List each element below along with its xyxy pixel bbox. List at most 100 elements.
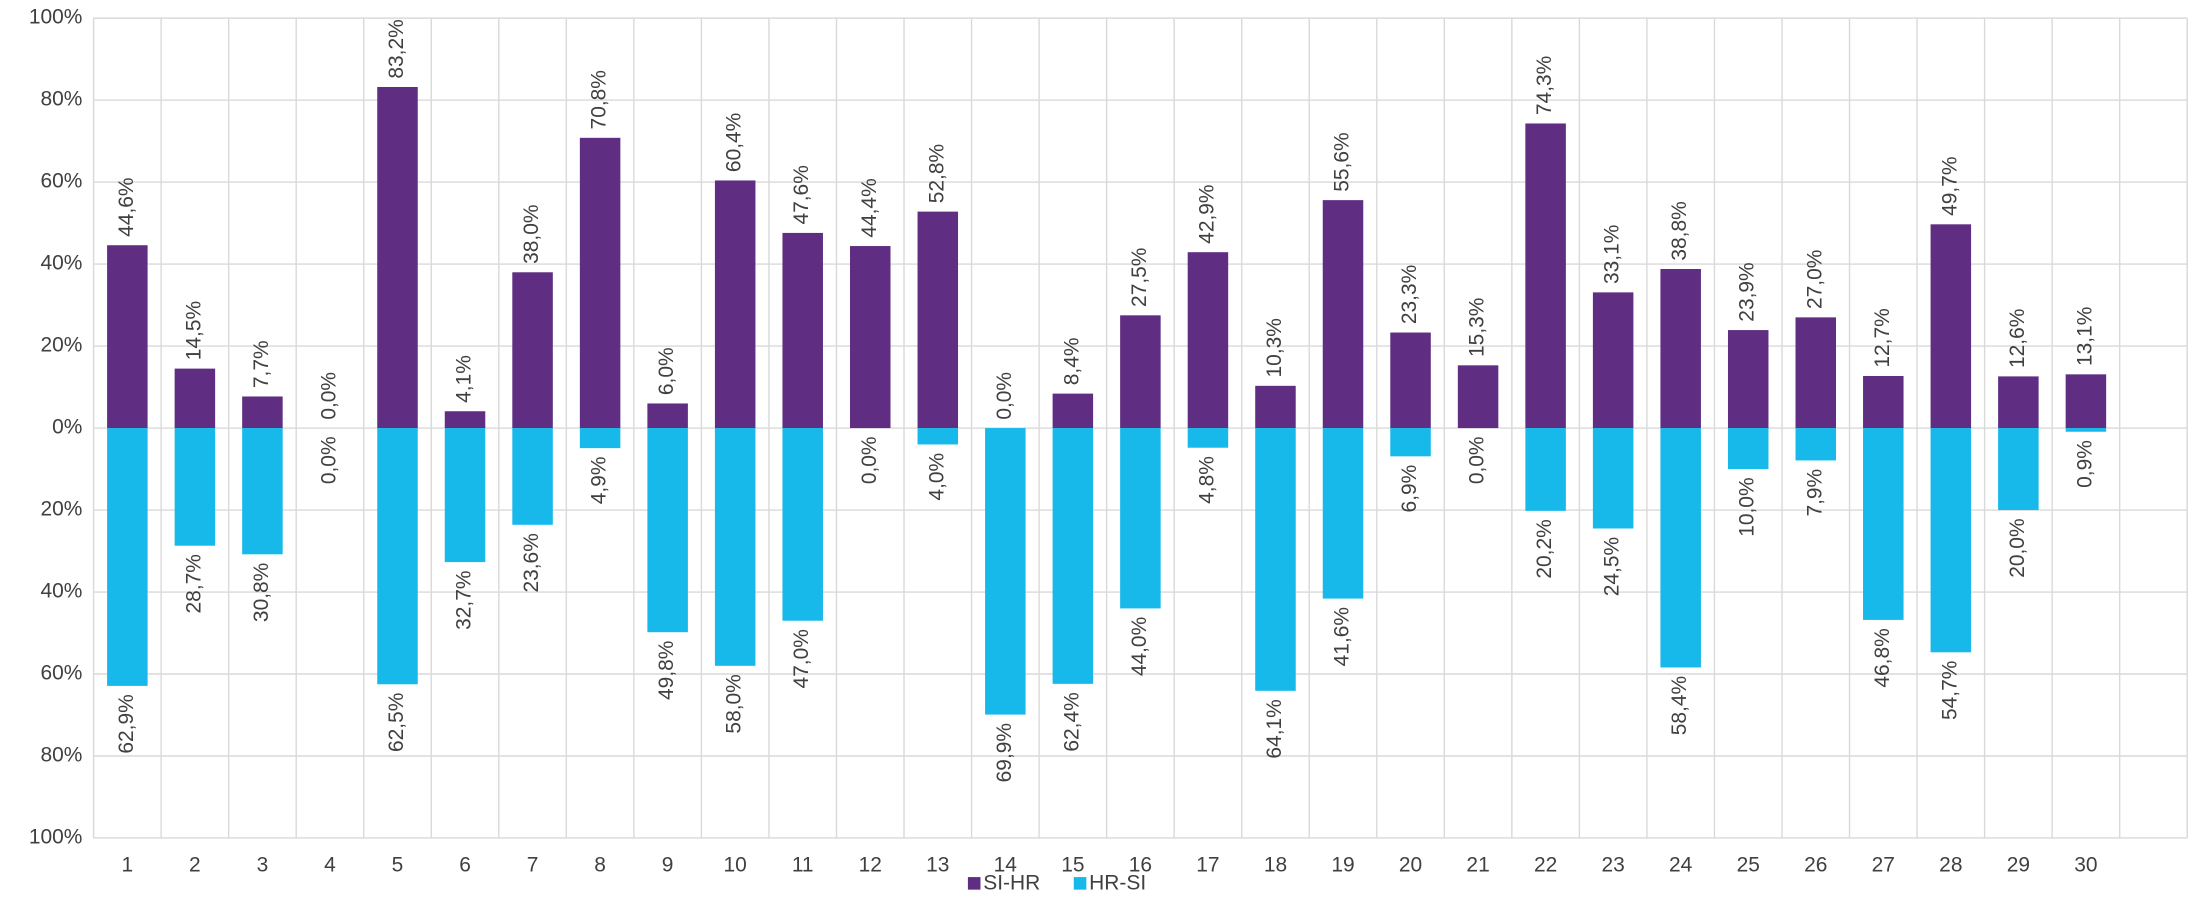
x-tick-label: 5 xyxy=(392,853,404,876)
bar xyxy=(2065,374,2107,429)
legend-swatch xyxy=(1073,877,1087,890)
data-label: 32,7% xyxy=(453,570,476,629)
data-label: 10,0% xyxy=(1736,477,1759,536)
data-label: 8,4% xyxy=(1060,338,1083,386)
x-tick-label: 28 xyxy=(1939,853,1962,876)
bar xyxy=(782,428,823,621)
data-label: 4,1% xyxy=(453,355,476,403)
bar xyxy=(1660,268,1701,429)
y-tick-label: 20% xyxy=(40,334,82,357)
y-tick-label: 0% xyxy=(52,416,82,439)
x-tick-label: 2 xyxy=(189,853,201,876)
x-tick-label: 19 xyxy=(1331,853,1354,876)
y-tick-label: 60% xyxy=(40,170,82,193)
data-label: 62,5% xyxy=(385,693,408,752)
x-tick-label: 27 xyxy=(1872,853,1895,876)
bar xyxy=(1795,428,1837,461)
bar xyxy=(782,232,823,429)
x-tick-label: 25 xyxy=(1737,853,1760,876)
data-label: 23,9% xyxy=(1736,262,1759,321)
x-tick-label: 11 xyxy=(792,853,814,876)
bar xyxy=(512,272,553,429)
bar xyxy=(1863,375,1904,429)
data-label: 4,8% xyxy=(1195,456,1218,504)
bar xyxy=(579,137,621,429)
x-tick-label: 8 xyxy=(594,853,606,876)
data-label: 49,8% xyxy=(655,641,678,700)
data-label: 0,0% xyxy=(993,372,1016,420)
data-label: 74,3% xyxy=(1533,56,1556,115)
x-tick-label: 30 xyxy=(2074,853,2097,876)
data-label: 46,8% xyxy=(1871,628,1894,687)
data-label: 0,0% xyxy=(317,436,340,484)
x-tick-label: 6 xyxy=(459,853,471,876)
x-tick-label: 21 xyxy=(1466,853,1489,876)
bar xyxy=(512,428,553,525)
x-tick-label: 20 xyxy=(1399,853,1422,876)
bar xyxy=(1930,428,1972,653)
data-label: 33,1% xyxy=(1601,225,1624,284)
bar xyxy=(377,86,418,429)
bar xyxy=(1525,123,1566,429)
bar xyxy=(1998,428,2039,511)
bar xyxy=(1592,292,1634,429)
bar xyxy=(1863,428,1904,620)
bar xyxy=(1727,330,1769,429)
data-label: 23,3% xyxy=(1398,265,1421,324)
x-tick-label: 13 xyxy=(926,853,949,876)
data-label: 30,8% xyxy=(250,563,273,622)
data-label: 12,7% xyxy=(1871,308,1894,367)
data-label: 7,7% xyxy=(250,340,273,388)
x-tick-label: 16 xyxy=(1129,853,1152,876)
x-tick-label: 3 xyxy=(257,853,269,876)
x-tick-label: 1 xyxy=(122,853,134,876)
y-tick-label: 60% xyxy=(40,662,82,685)
x-tick-label: 4 xyxy=(324,853,336,876)
bar xyxy=(2065,428,2107,432)
bar xyxy=(917,428,959,445)
bar xyxy=(174,368,216,429)
bar xyxy=(1120,428,1161,609)
bar xyxy=(985,428,1026,715)
x-tick-label: 14 xyxy=(994,853,1018,876)
data-label: 55,6% xyxy=(1331,132,1354,191)
data-label: 20,2% xyxy=(1533,519,1556,578)
bar xyxy=(1390,332,1431,429)
x-tick-label: 15 xyxy=(1061,853,1084,876)
y-tick-label: 80% xyxy=(40,744,82,767)
data-label: 47,0% xyxy=(790,629,813,688)
bar xyxy=(174,428,216,546)
x-tick-label: 12 xyxy=(859,853,882,876)
data-label: 64,1% xyxy=(1263,699,1286,758)
data-label: 83,2% xyxy=(385,19,408,78)
bar xyxy=(107,428,148,686)
bar xyxy=(444,428,486,563)
bar xyxy=(579,428,621,449)
bar xyxy=(1322,200,1364,429)
bar xyxy=(1390,428,1431,457)
y-tick-label: 100% xyxy=(29,826,83,849)
bar xyxy=(107,245,148,429)
x-tick-label: 9 xyxy=(662,853,674,876)
data-label: 4,0% xyxy=(925,453,948,501)
data-label: 13,1% xyxy=(2073,307,2096,366)
data-label: 52,8% xyxy=(925,144,948,203)
data-label: 0,0% xyxy=(317,372,340,420)
legend-label: HR-SI xyxy=(1089,872,1146,895)
bar xyxy=(1727,428,1769,470)
y-tick-label: 40% xyxy=(40,252,82,275)
x-tick-label: 23 xyxy=(1601,853,1624,876)
y-tick-label: 100% xyxy=(29,6,83,29)
bar xyxy=(1120,315,1161,429)
data-label: 14,5% xyxy=(182,301,205,360)
data-label: 44,6% xyxy=(115,177,138,236)
data-label: 27,0% xyxy=(1803,250,1826,309)
data-label: 0,9% xyxy=(2073,440,2096,488)
data-label: 60,4% xyxy=(723,113,746,172)
bar xyxy=(647,428,688,633)
bar xyxy=(242,396,283,429)
data-label: 23,6% xyxy=(520,533,543,592)
x-tick-label: 17 xyxy=(1196,853,1219,876)
bar xyxy=(1052,428,1094,684)
